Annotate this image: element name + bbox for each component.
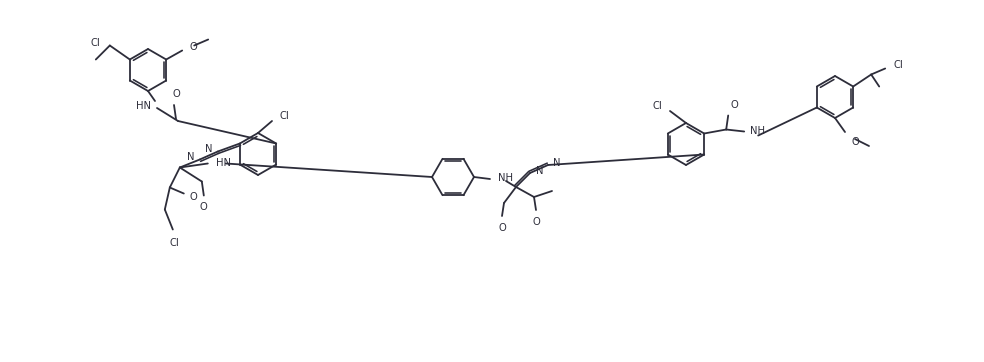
Text: Cl: Cl xyxy=(280,111,289,121)
Text: HN: HN xyxy=(136,101,151,111)
Text: Cl: Cl xyxy=(91,38,100,47)
Text: O: O xyxy=(189,42,197,52)
Text: NH: NH xyxy=(750,126,766,135)
Text: O: O xyxy=(730,100,738,109)
Text: N: N xyxy=(206,144,213,155)
Text: Cl: Cl xyxy=(652,101,662,111)
Text: NH: NH xyxy=(498,173,513,183)
Text: N: N xyxy=(187,152,195,163)
Text: O: O xyxy=(851,137,859,147)
Text: HN: HN xyxy=(215,157,231,168)
Text: N: N xyxy=(536,166,543,176)
Text: O: O xyxy=(498,223,506,233)
Text: O: O xyxy=(172,89,180,99)
Text: O: O xyxy=(532,217,540,227)
Text: Cl: Cl xyxy=(170,239,180,248)
Text: O: O xyxy=(200,202,208,212)
Text: N: N xyxy=(553,158,561,168)
Text: Cl: Cl xyxy=(893,59,903,70)
Text: O: O xyxy=(190,191,198,202)
